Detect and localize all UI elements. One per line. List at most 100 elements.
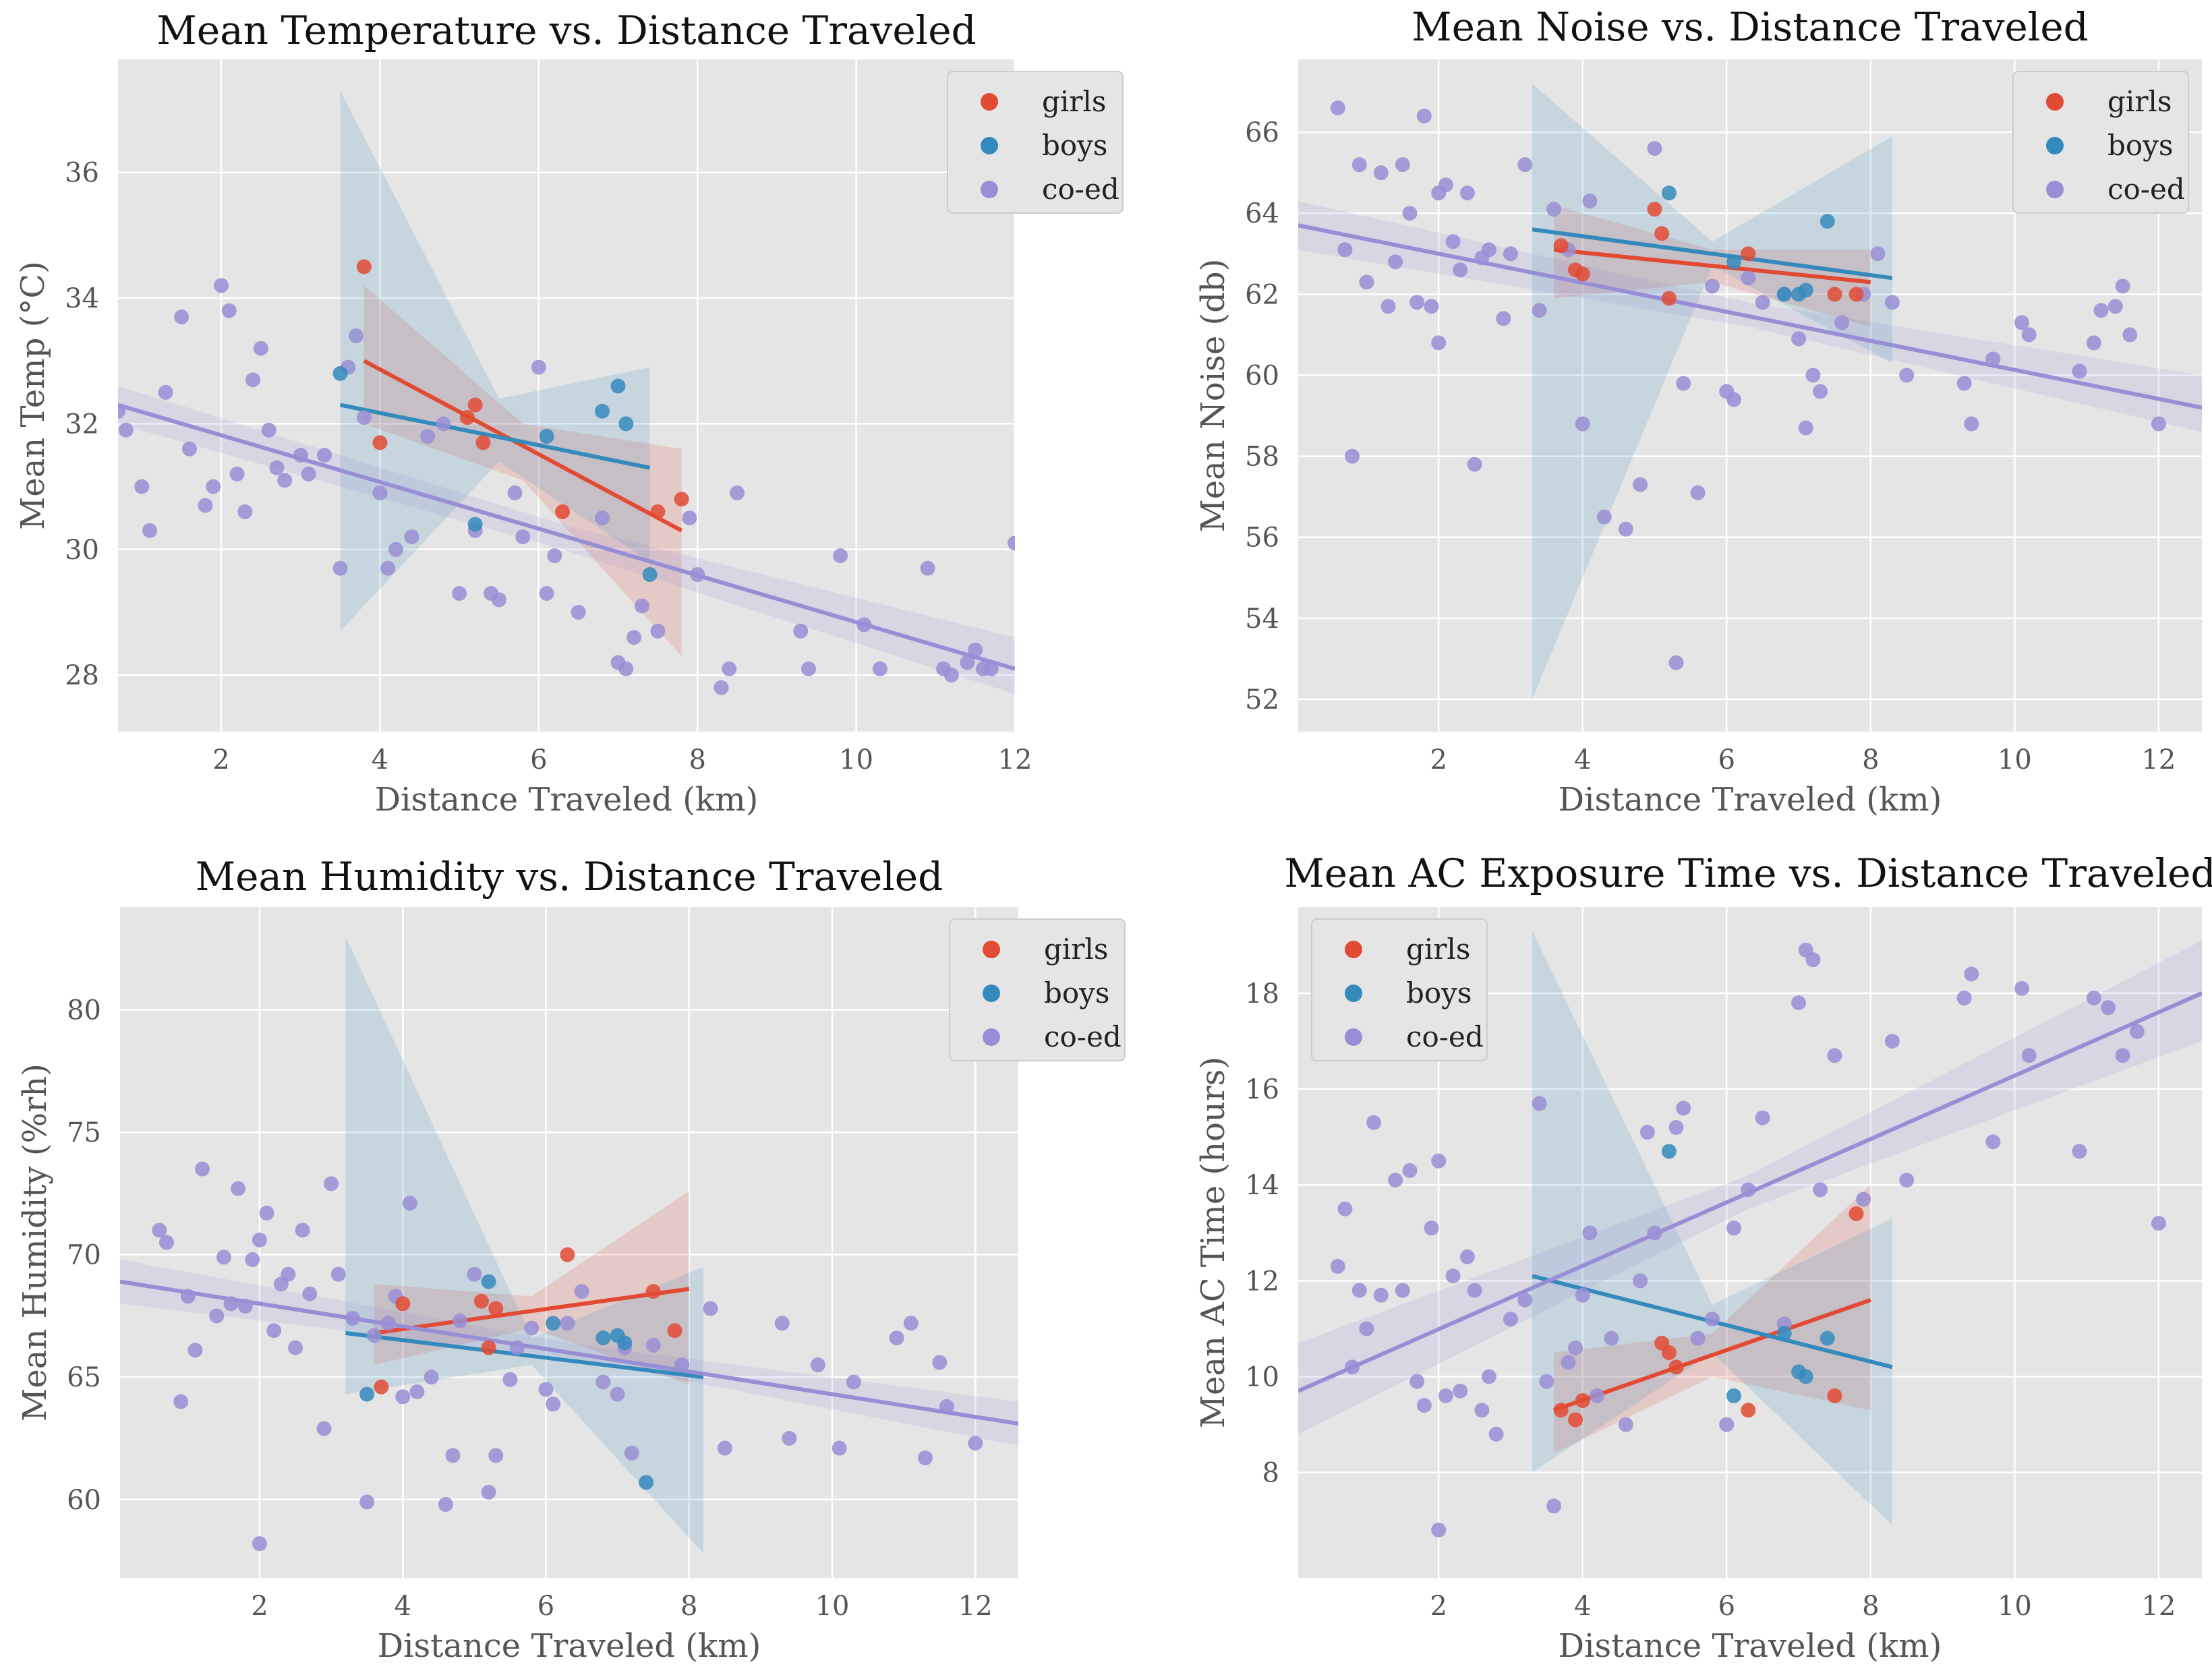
point-co-ed [2115,1048,2130,1063]
point-co-ed [2072,363,2087,379]
point-co-ed [1345,1359,1360,1375]
legend-marker-co-ed [2046,181,2064,198]
point-co-ed [2151,1216,2166,1231]
point-co-ed [510,1340,525,1355]
point-co-ed [1568,1340,1583,1355]
y-tick-label: 16 [1245,1074,1279,1105]
point-co-ed [229,466,245,481]
point-co-ed [943,668,959,683]
chart-panel-1: 2 4 6 8 10 12 52 54 56 58 60 62 64 66 Mean Noise vs. D… [1194,4,2202,819]
y-tick-label: 58 [1245,442,1279,473]
chart-title: Mean Noise vs. Distance Traveled [1411,4,2089,50]
point-co-ed [1438,177,1453,193]
point-co-ed [152,1223,167,1238]
point-boys [332,365,348,381]
point-co-ed [2107,299,2123,314]
point-co-ed [939,1399,954,1414]
regression-line-boys [339,403,651,470]
point-co-ed [2101,1000,2116,1016]
x-tick-label: 10 [839,744,873,775]
point-girls [1553,238,1569,254]
point-co-ed [932,1355,948,1370]
x-tick-label: 12 [958,1591,993,1622]
point-co-ed [1884,295,1900,310]
chart-title: Mean Temperature vs. Distance Traveled [156,7,976,53]
point-co-ed [634,598,649,614]
legend-marker-boys [981,137,998,154]
chart-title: Mean Humidity vs. Distance Traveled [196,854,943,900]
ci-band-boys [1532,84,1892,699]
point-co-ed [872,661,887,676]
point-co-ed [359,1494,375,1510]
point-co-ed [1388,1173,1403,1188]
point-co-ed [1561,1355,1576,1370]
legend-label-girls: girls [2107,85,2172,118]
point-co-ed [1503,1312,1518,1327]
ci-band-girls [363,285,682,657]
y-axis-label: Mean Humidity (%rh) [16,1063,54,1421]
point-co-ed [1345,448,1360,464]
point-co-ed [261,422,276,438]
point-boys [617,1335,633,1351]
point-co-ed [1582,1225,1598,1241]
point-co-ed [730,485,745,500]
point-co-ed [2014,980,2030,996]
plot-content [120,936,1018,1554]
point-co-ed [618,661,634,676]
y-tick-label: 70 [67,1240,101,1271]
x-tick-label: 4 [395,1591,411,1622]
point-girls [356,259,372,274]
point-co-ed [1459,185,1475,201]
point-co-ed [1481,1369,1496,1384]
point-girls [1661,291,1677,306]
point-co-ed [2014,315,2030,330]
point-co-ed [316,1421,332,1436]
point-co-ed [288,1340,303,1355]
x-tick-label: 8 [1862,744,1879,775]
point-co-ed [1791,331,1807,347]
point-co-ed [1402,206,1418,221]
regression-line-boys [345,1330,704,1380]
point-boys [1661,1144,1677,1159]
point-co-ed [118,403,125,419]
regression-line-co-ed [120,1279,1018,1426]
point-co-ed [1582,194,1598,209]
point-co-ed [491,592,506,608]
point-co-ed [1741,270,1756,286]
point-co-ed [438,1497,453,1513]
chart-panel-3: 2 4 6 8 10 12 8 10 12 14 16 18 Mean AC Exposure Time… [1194,850,2212,1665]
point-boys [546,1316,561,1331]
point-co-ed [1351,1283,1367,1298]
point-co-ed [560,1316,575,1331]
point-co-ed [345,1311,360,1326]
y-tick-label: 36 [65,158,99,189]
x-tick-label: 4 [1574,1591,1591,1622]
plot-content [1298,84,2202,699]
point-co-ed [187,1343,203,1358]
point-co-ed [259,1205,274,1221]
point-co-ed [481,1484,496,1500]
point-co-ed [1755,1110,1770,1125]
point-co-ed [682,510,697,526]
point-co-ed [324,1176,339,1192]
legend-label-co-ed: co-ed [2107,173,2185,206]
point-co-ed [801,661,816,676]
plot-content [1298,931,2202,1537]
point-co-ed [1337,242,1353,258]
point-girls [1553,1403,1569,1418]
point-co-ed [231,1181,246,1196]
point-co-ed [1791,995,1807,1011]
point-girls [1661,1345,1677,1360]
point-co-ed [180,1289,196,1304]
point-girls [667,1323,682,1339]
point-boys [595,1330,611,1346]
x-tick-label: 4 [372,744,388,775]
point-co-ed [810,1357,825,1373]
regression-line-co-ed [1298,223,2202,410]
point-co-ed [252,1232,267,1248]
y-tick-label: 80 [67,995,101,1026]
point-co-ed [142,523,158,538]
y-axis-label: Mean Temp (°C) [14,261,52,530]
point-co-ed [330,1266,346,1282]
point-co-ed [1539,1374,1554,1389]
